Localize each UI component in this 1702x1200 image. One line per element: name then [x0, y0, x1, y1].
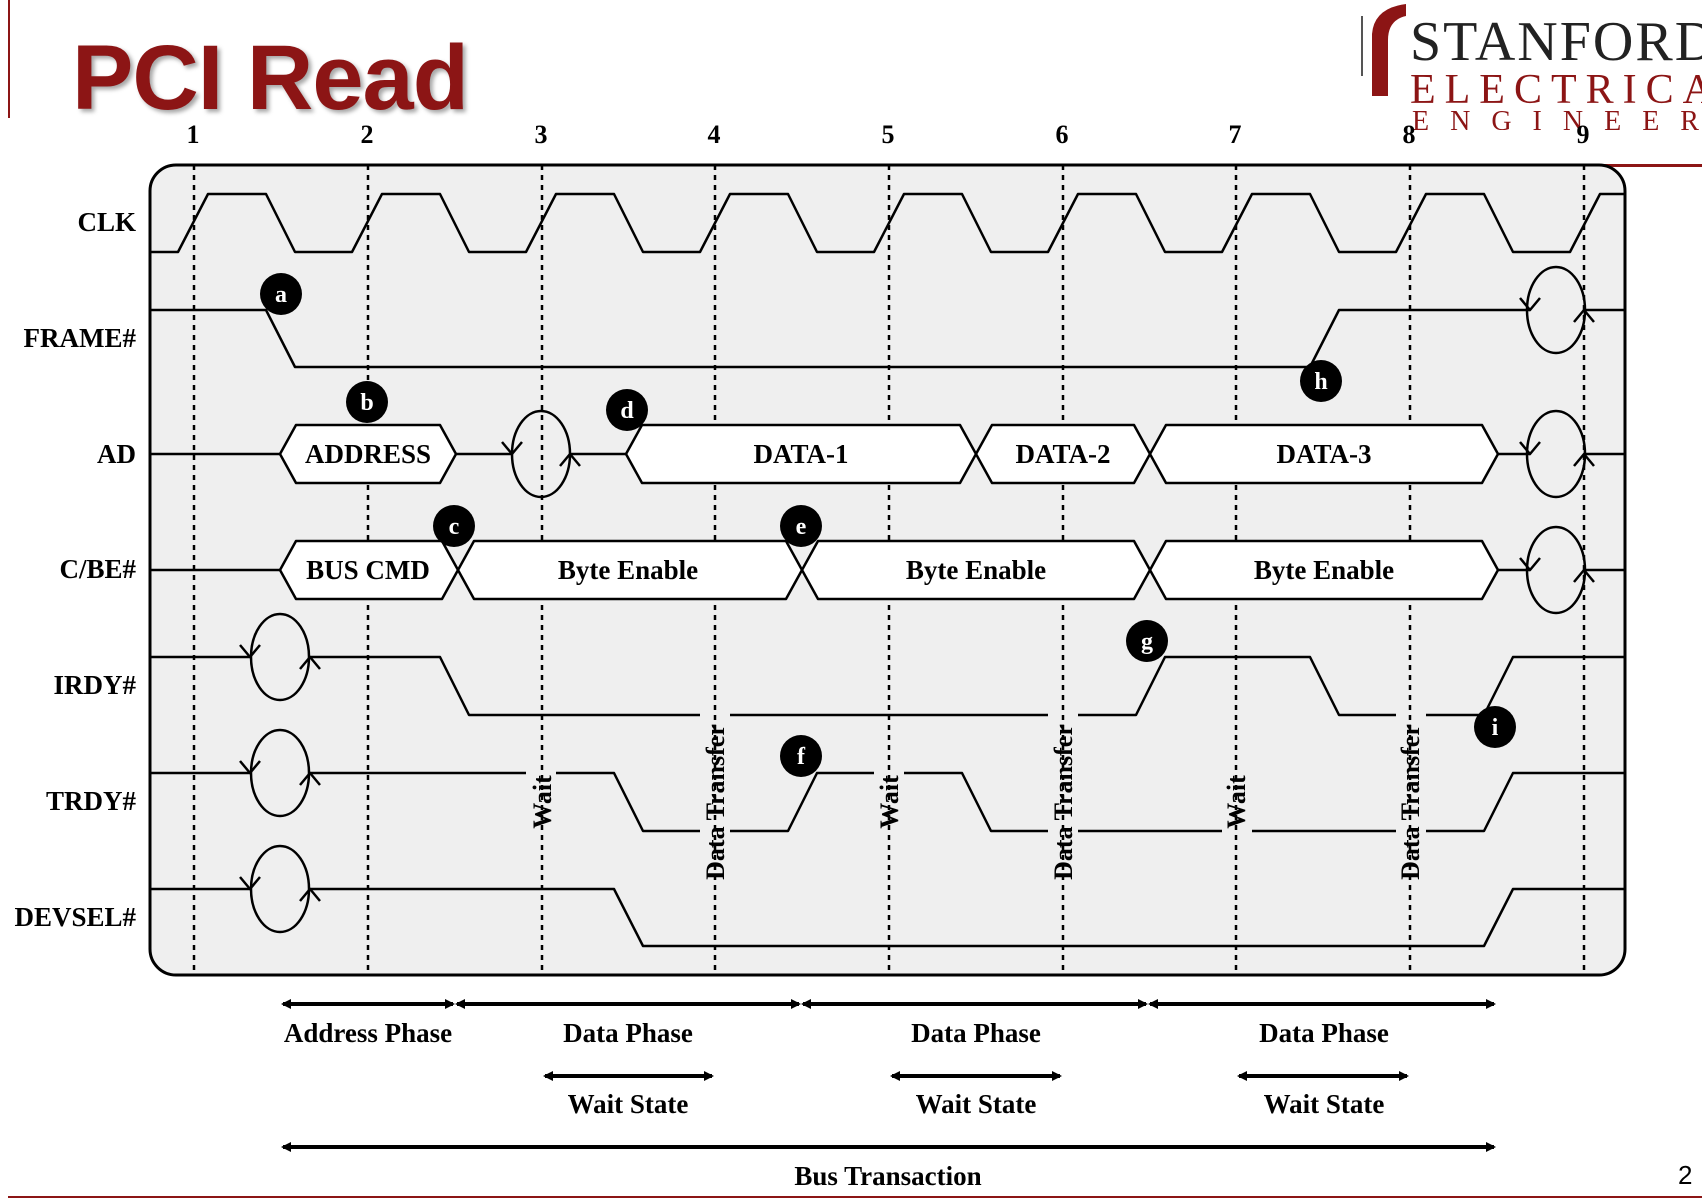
wait-state-label-1: Wait State [568, 1089, 689, 1119]
svg-text:h: h [1314, 369, 1327, 395]
trdy-turnaround-ticks [239, 760, 321, 786]
svg-text:f: f [797, 744, 806, 770]
svg-text:d: d [620, 398, 634, 424]
data-transfer-label-1: Data Transfer [701, 724, 730, 880]
address-phase-label: Address Phase [284, 1018, 452, 1048]
wait-state-label-2: Wait State [916, 1089, 1037, 1119]
signal-label-frame: FRAME# [24, 323, 137, 353]
wait-state-label-3: Wait State [1264, 1089, 1385, 1119]
clock-number-8: 8 [1403, 120, 1416, 149]
cbe-byte-enable-label-2: Byte Enable [906, 555, 1046, 585]
cbe-byte-enable-label-3: Byte Enable [1254, 555, 1394, 585]
logo-line-stanford: STANFORD [1410, 11, 1702, 73]
clock-number-5: 5 [882, 120, 895, 149]
data-transfer-label-3: Data Transfer [1396, 724, 1425, 880]
cbe-bus-cmd-label: BUS CMD [306, 555, 430, 585]
stanford-ee-logo: STANFORD ELECTRICAL ENGINEERING [1360, 0, 1702, 170]
cbe-byte-enable-label-1: Byte Enable [558, 555, 698, 585]
marker-f: f [780, 735, 822, 777]
logo-line-electrical: ELECTRICAL [1410, 67, 1702, 113]
clock-number-6: 6 [1056, 120, 1069, 149]
marker-h: h [1300, 360, 1342, 402]
wait-label-1: Wait [528, 775, 557, 829]
trdy-waveform [310, 771, 1625, 833]
marker-d: d [606, 389, 648, 431]
signal-label-devsel: DEVSEL# [14, 902, 136, 932]
irdy-turnaround-ticks [239, 644, 321, 670]
clock-number-1: 1 [187, 120, 200, 149]
ad-turnaround-ticks [501, 441, 581, 467]
slide-title: PCI Read [72, 27, 469, 129]
ad-data1-label: DATA-1 [754, 439, 849, 469]
ad-data3-label: DATA-3 [1277, 439, 1372, 469]
marker-c: c [433, 505, 475, 547]
bottom-accent-rule [8, 1196, 1702, 1198]
clk-waveform [150, 192, 1625, 254]
ad-end-turnaround-ticks [1519, 441, 1595, 467]
clock-number-2: 2 [361, 120, 374, 149]
data-phase-label-2: Data Phase [911, 1018, 1041, 1048]
signal-label-trdy: TRDY# [46, 786, 137, 816]
devsel-turnaround-ticks [239, 876, 321, 902]
marker-e: e [780, 505, 822, 547]
marker-i: i [1474, 706, 1516, 748]
signal-label-ad: AD [97, 439, 136, 469]
frame-turnaround-ticks [1519, 297, 1595, 323]
svg-text:b: b [360, 390, 373, 416]
ad-data2-label: DATA-2 [1016, 439, 1111, 469]
marker-a: a [260, 273, 302, 315]
signal-label-irdy: IRDY# [53, 670, 136, 700]
cbe-end-turnaround-ticks [1519, 557, 1595, 583]
data-transfer-label-2: Data Transfer [1049, 724, 1078, 880]
clock-number-7: 7 [1229, 120, 1242, 149]
clock-number-4: 4 [708, 120, 721, 149]
logo-mark [1372, 4, 1406, 96]
logo-line-engineering: ENGINEERING [1412, 106, 1702, 130]
page-number: 2 [1678, 1160, 1693, 1190]
left-accent-rule [8, 0, 10, 118]
bus-transaction-label: Bus Transaction [794, 1161, 981, 1191]
svg-text:e: e [796, 514, 807, 540]
clock-number-3: 3 [535, 120, 548, 149]
ad-address-label: ADDRESS [305, 439, 431, 469]
data-phase-label-3: Data Phase [1259, 1018, 1389, 1048]
svg-text:c: c [449, 514, 460, 540]
wait-label-2: Wait [875, 775, 904, 829]
marker-g: g [1126, 620, 1168, 662]
svg-text:i: i [1492, 715, 1499, 741]
svg-text:g: g [1141, 629, 1153, 655]
marker-b: b [346, 381, 388, 423]
svg-text:a: a [275, 282, 287, 308]
signal-label-clk: CLK [77, 207, 136, 237]
clock-number-9: 9 [1577, 120, 1590, 149]
irdy-waveform [310, 655, 1625, 717]
wait-label-3: Wait [1222, 775, 1251, 829]
logo-divider [1361, 16, 1363, 76]
frame-waveform [150, 308, 1530, 369]
devsel-waveform [310, 887, 1625, 948]
signal-label-cbe: C/BE# [59, 554, 136, 584]
data-phase-label-1: Data Phase [563, 1018, 693, 1048]
logo-underline [1600, 164, 1702, 167]
